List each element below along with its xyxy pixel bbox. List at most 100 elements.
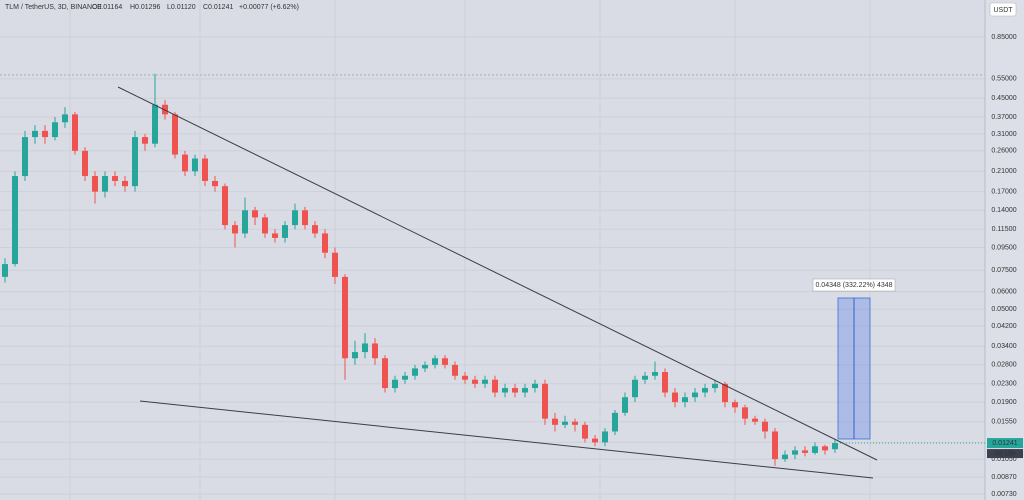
candles: [2, 73, 838, 466]
candle-body: [82, 150, 88, 177]
ohlc-open: O0.01164: [92, 4, 122, 11]
candle-body: [142, 137, 148, 144]
candle-body: [362, 343, 368, 353]
candle-body: [272, 233, 278, 238]
y-tick-label: 0.01550: [991, 419, 1016, 426]
y-tick-label: 0.55000: [991, 76, 1016, 83]
ohlc-change: +0.00077 (+6.62%): [239, 4, 299, 11]
candle-body: [172, 114, 178, 155]
candle-body: [752, 418, 758, 422]
candle-body: [682, 397, 688, 403]
candle-body: [12, 176, 18, 265]
y-tick-label: 0.37000: [991, 114, 1016, 121]
candle-body: [282, 225, 288, 238]
candle-body: [72, 114, 78, 151]
candle-body: [622, 397, 628, 413]
y-tick-label: 0.11500: [992, 226, 1017, 233]
candle-body: [462, 375, 468, 380]
candle-body: [332, 252, 338, 277]
candle-body: [472, 379, 478, 384]
candle-body: [152, 104, 158, 144]
candle-body: [432, 358, 438, 365]
candle-body: [612, 412, 618, 432]
candle-body: [192, 158, 198, 172]
candle-body: [32, 130, 38, 138]
price-axis-labels: 0.85000 0.55000 0.45000 0.37000 0.31000 0.260…: [840, 34, 1023, 498]
candle-body: [692, 392, 698, 398]
y-tick-label: 0.01900: [991, 399, 1016, 406]
candle-body: [422, 364, 428, 369]
y-tick-label: 0.17000: [991, 188, 1016, 195]
candle-body: [562, 421, 568, 425]
currency-label[interactable]: USDT: [993, 7, 1013, 14]
candle-body: [312, 225, 318, 234]
y-tick-label: 0.03400: [991, 343, 1016, 350]
candle-body: [742, 407, 748, 419]
candle-body: [52, 122, 58, 138]
candle-body: [522, 388, 528, 393]
candle-body: [782, 454, 788, 460]
currency-button[interactable]: [989, 2, 1017, 17]
candle-body: [582, 424, 588, 439]
y-tick-label: 0.09500: [991, 244, 1016, 251]
candle-body: [382, 358, 388, 389]
candle-body: [412, 368, 418, 376]
y-tick-label: 0.05000: [991, 306, 1016, 313]
candle-body: [442, 358, 448, 365]
y-tick-label: 0.45000: [991, 95, 1016, 102]
candle-body: [542, 383, 548, 419]
symbol-title: TLM / TetherUS, 3D, BINANCE: [5, 4, 102, 11]
lower-trend-line: [139, 400, 874, 479]
last-price-label: 0.01241: [992, 440, 1017, 447]
candle-body: [552, 418, 558, 425]
candle-body: [242, 210, 248, 234]
candle-body: [392, 379, 398, 389]
candle-body: [22, 137, 28, 177]
candle-body: [182, 154, 188, 172]
ohlc-close: C0.01241: [203, 4, 233, 11]
ohlc-high: H0.01296: [130, 4, 160, 11]
y-tick-label: 0.14000: [991, 207, 1016, 214]
candle-body: [512, 388, 518, 393]
candle-body: [262, 217, 268, 234]
y-tick-label: 0.31000: [991, 131, 1016, 138]
candle-body: [602, 431, 608, 443]
y-tick-label: 0.21000: [991, 168, 1016, 175]
candle-body: [352, 352, 358, 359]
candle-body: [302, 210, 308, 226]
candle-body: [92, 176, 98, 192]
measure-label: 0.04348 (332.22%) 4348: [815, 282, 892, 289]
candle-body: [812, 446, 818, 453]
candle-body: [662, 372, 668, 393]
candle-body: [722, 383, 728, 403]
y-tick-label: 0.00730: [991, 491, 1016, 498]
candle-body: [2, 264, 8, 277]
y-tick-label: 0.02800: [991, 362, 1016, 369]
candle-body: [762, 421, 768, 432]
y-tick-label: 0.01050: [991, 456, 1016, 463]
candle-body: [322, 233, 328, 253]
candle-body: [492, 379, 498, 393]
y-tick-label: 0.02300: [991, 381, 1016, 388]
candle-body: [702, 388, 708, 393]
candle-body: [232, 225, 238, 234]
y-tick-label: 0.85000: [991, 34, 1016, 41]
candle-body: [632, 379, 638, 398]
y-tick-label: 0.00870: [991, 474, 1016, 481]
candle-body: [222, 186, 228, 226]
candle-body: [822, 446, 828, 451]
candle-body: [402, 375, 408, 380]
candle-body: [42, 130, 48, 138]
candle-body: [452, 364, 458, 376]
candle-body: [62, 114, 68, 123]
candle-body: [712, 383, 718, 389]
candle-body: [202, 158, 208, 181]
candle-body: [372, 343, 378, 359]
countdown-tag: [987, 449, 1023, 459]
candle-body: [132, 137, 138, 187]
countdown-label: 3d 15h: [994, 450, 1016, 457]
last-price-tag: [987, 438, 1023, 449]
candle-body: [592, 438, 598, 443]
y-tick-label: 0.06000: [991, 289, 1016, 296]
